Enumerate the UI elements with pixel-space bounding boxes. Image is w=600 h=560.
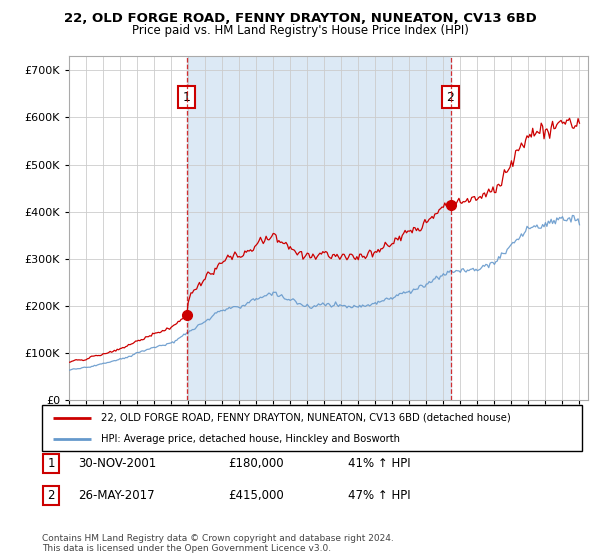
Text: 26-MAY-2017: 26-MAY-2017	[78, 489, 155, 502]
Text: 1: 1	[183, 91, 191, 104]
Bar	[187, 56, 451, 400]
Text: 22, OLD FORGE ROAD, FENNY DRAYTON, NUNEATON, CV13 6BD: 22, OLD FORGE ROAD, FENNY DRAYTON, NUNEA…	[64, 12, 536, 25]
Text: 22, OLD FORGE ROAD, FENNY DRAYTON, NUNEATON, CV13 6BD (detached house): 22, OLD FORGE ROAD, FENNY DRAYTON, NUNEA…	[101, 413, 511, 423]
Text: 2: 2	[47, 489, 55, 502]
Text: 2: 2	[446, 91, 454, 104]
Text: 30-NOV-2001: 30-NOV-2001	[78, 457, 156, 470]
Text: 41% ↑ HPI: 41% ↑ HPI	[348, 457, 410, 470]
Text: 1: 1	[47, 457, 55, 470]
Text: 47% ↑ HPI: 47% ↑ HPI	[348, 489, 410, 502]
Text: HPI: Average price, detached house, Hinckley and Bosworth: HPI: Average price, detached house, Hinc…	[101, 435, 400, 444]
Text: £180,000: £180,000	[228, 457, 284, 470]
Text: Contains HM Land Registry data © Crown copyright and database right 2024.
This d: Contains HM Land Registry data © Crown c…	[42, 534, 394, 553]
Text: £415,000: £415,000	[228, 489, 284, 502]
Text: Price paid vs. HM Land Registry's House Price Index (HPI): Price paid vs. HM Land Registry's House …	[131, 24, 469, 36]
